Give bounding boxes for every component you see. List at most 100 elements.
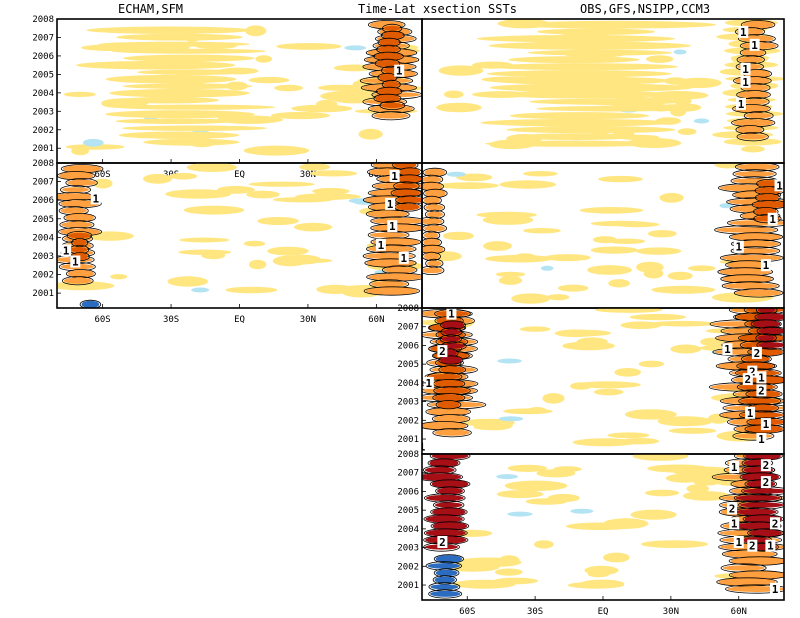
anomaly-streak bbox=[60, 200, 100, 208]
anomaly-streak bbox=[62, 165, 102, 173]
anomaly-blob bbox=[245, 25, 267, 37]
anomaly-blob bbox=[317, 84, 364, 91]
anomaly-streak bbox=[61, 221, 93, 228]
anomaly-streak bbox=[480, 118, 674, 127]
anomaly-streak bbox=[758, 327, 784, 335]
anomaly-blob bbox=[511, 293, 551, 304]
anomaly-blob bbox=[476, 211, 537, 219]
contour-label-text: 1 bbox=[396, 65, 403, 78]
anomaly-blob bbox=[467, 558, 499, 565]
x-tick-label: 60N bbox=[368, 315, 384, 325]
anomaly-streak bbox=[740, 398, 780, 404]
anomaly-streak bbox=[741, 48, 765, 57]
y-tick-label: 2002 bbox=[32, 271, 54, 281]
anomaly-streak bbox=[434, 576, 455, 584]
anomaly-blob bbox=[614, 221, 660, 228]
anomaly-streak bbox=[372, 217, 422, 225]
anomaly-streak bbox=[739, 35, 774, 42]
anomaly-streak bbox=[422, 267, 443, 274]
anomaly-streak bbox=[423, 238, 441, 247]
y-tick-label: 2008 bbox=[32, 15, 54, 25]
contour-label-text: 1 bbox=[387, 198, 394, 211]
contour-label-text: 1 bbox=[92, 192, 99, 205]
anomaly-blob bbox=[665, 473, 704, 483]
contour-label-text: 1 bbox=[389, 220, 396, 233]
anomaly-streak bbox=[736, 163, 778, 171]
anomaly-blob bbox=[523, 171, 558, 177]
anomaly-streak bbox=[738, 134, 767, 140]
contour-line bbox=[438, 365, 467, 375]
x-tick-label: 60N bbox=[368, 170, 384, 180]
anomaly-streak bbox=[369, 232, 408, 238]
anomaly-streak bbox=[730, 556, 784, 566]
anomaly-blob bbox=[267, 246, 309, 256]
contour-label: 1 bbox=[398, 252, 409, 265]
contour-label-text: 1 bbox=[419, 441, 426, 454]
anomaly-blob bbox=[513, 253, 537, 263]
anomaly-blob bbox=[657, 416, 713, 427]
anomaly-streak bbox=[376, 59, 399, 67]
contour-label: 1 bbox=[387, 220, 398, 233]
contour-label: 1 bbox=[733, 536, 744, 549]
anomaly-streak bbox=[143, 138, 240, 146]
anomaly-blob bbox=[497, 358, 522, 364]
anomaly-streak bbox=[435, 379, 464, 388]
anomaly-blob bbox=[348, 198, 370, 204]
anomaly-blob bbox=[625, 409, 677, 420]
y-tick-label: 2005 bbox=[32, 215, 54, 225]
anomaly-blob bbox=[659, 192, 684, 203]
anomaly-streak bbox=[488, 63, 679, 71]
anomaly-blob bbox=[309, 170, 358, 177]
contour-line bbox=[736, 90, 771, 100]
anomaly-blob bbox=[442, 231, 474, 241]
contour-label: 1 bbox=[729, 517, 740, 530]
y-tick-label: 2004 bbox=[397, 379, 419, 389]
anomaly-blob bbox=[594, 388, 624, 396]
y-tick-label: 2001 bbox=[397, 435, 419, 445]
anomaly-blob bbox=[572, 438, 637, 447]
contour-label: 2 bbox=[747, 539, 758, 553]
anomaly-streak bbox=[425, 189, 446, 198]
anomaly-streak bbox=[378, 46, 399, 53]
anomaly-blob bbox=[641, 540, 709, 548]
anomaly-streak bbox=[109, 88, 250, 98]
anomaly-streak bbox=[489, 83, 693, 92]
y-tick-label: 2007 bbox=[32, 34, 54, 44]
anomaly-streak bbox=[422, 182, 442, 191]
contour-label: 2 bbox=[760, 459, 771, 472]
contour-line bbox=[734, 163, 780, 172]
anomaly-streak bbox=[437, 400, 460, 409]
anomaly-blob bbox=[110, 274, 128, 280]
anomaly-blob bbox=[542, 393, 565, 404]
anomaly-streak bbox=[753, 201, 784, 209]
x-tick-label: 30N bbox=[300, 170, 316, 180]
anomaly-blob bbox=[579, 207, 644, 214]
anomaly-streak bbox=[63, 277, 92, 284]
x-tick-label: 30S bbox=[527, 607, 543, 617]
contour-label-text: 2 bbox=[763, 459, 770, 472]
anomaly-streak bbox=[379, 73, 396, 82]
anomaly-streak bbox=[722, 565, 765, 571]
y-tick-label: 2001 bbox=[32, 289, 54, 299]
anomaly-streak bbox=[752, 320, 780, 328]
contour-label: 2 bbox=[756, 384, 767, 397]
contour-label-text: 1 bbox=[758, 433, 765, 446]
anomaly-streak bbox=[396, 203, 420, 211]
anomaly-streak bbox=[377, 87, 401, 96]
anomaly-streak bbox=[430, 590, 461, 597]
anomaly-blob bbox=[498, 276, 523, 285]
contour-label: 1 bbox=[736, 97, 746, 111]
contour-label-text: 1 bbox=[758, 371, 765, 384]
contour-label: 1 bbox=[756, 433, 767, 446]
anomaly-blob bbox=[547, 493, 580, 503]
anomaly-blob bbox=[570, 508, 594, 514]
anomaly-streak bbox=[367, 210, 408, 218]
anomaly-streak bbox=[392, 189, 420, 197]
anomaly-streak bbox=[730, 233, 782, 241]
anomaly-streak bbox=[427, 563, 461, 569]
anomaly-streak bbox=[379, 38, 399, 47]
anomaly-blob bbox=[93, 178, 113, 189]
left-title: ECHAM,SFM bbox=[118, 2, 183, 16]
contour-line bbox=[379, 100, 406, 111]
contour-line bbox=[374, 58, 401, 69]
